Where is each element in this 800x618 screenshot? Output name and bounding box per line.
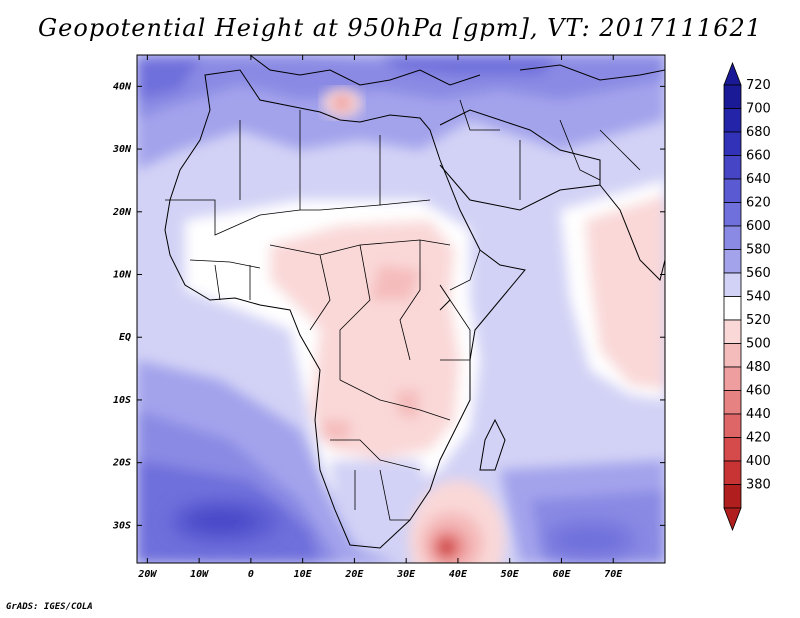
lat-tick-label: 10S [113, 395, 131, 406]
colorbar-label: 420 [746, 431, 771, 446]
lat-tick-label: 30N [112, 144, 132, 155]
colorbar-label: 400 [746, 454, 771, 469]
colorbar-swatch [723, 155, 742, 180]
lon-tick-label: 40E [449, 569, 468, 580]
lon-tick-label: 60E [552, 569, 571, 580]
colorbar-label: 520 [746, 313, 771, 328]
colorbar-top-arrow [723, 61, 742, 86]
grads-credit: GrADS: IGES/COLA [6, 602, 93, 612]
colorbar-label: 540 [746, 290, 771, 305]
longitude-axis: 20W 10W 0 10E 20E 30E 40E 50E 60E 70E [137, 55, 623, 580]
colorbar-swatch [723, 202, 742, 227]
coastlines [164, 55, 665, 549]
colorbar-swatch [723, 225, 742, 250]
colorbar-label: 580 [746, 243, 771, 258]
colorbar-swatch [723, 84, 742, 109]
colorbar-label: 720 [746, 78, 771, 93]
colorbar: 720 700 680 660 640 620 600 580 560 540 520 500 480 4… [723, 61, 771, 532]
colorbar-label: 460 [746, 384, 771, 399]
colorbar-swatch [723, 343, 742, 368]
lon-tick-label: 10W [190, 569, 209, 580]
lat-tick-label: 20N [112, 207, 132, 218]
colorbar-swatch [723, 484, 742, 509]
lon-tick-label: 20E [344, 569, 364, 580]
colorbar-label: 620 [746, 196, 771, 211]
colorbar-swatch [723, 272, 742, 297]
colorbar-swatch [723, 178, 742, 203]
colorbar-label: 380 [746, 478, 771, 493]
colorbar-swatch [723, 413, 742, 438]
lon-tick-label: 70E [604, 569, 623, 580]
colorbar-label: 680 [746, 125, 771, 140]
colorbar-swatch [723, 296, 742, 321]
lon-tick-label: 0 [248, 569, 254, 580]
lon-tick-label: 30E [396, 569, 416, 580]
lat-tick-label: 10N [113, 270, 132, 281]
lon-tick-label: 20W [137, 569, 157, 580]
lat-tick-label: EQ [119, 332, 131, 343]
latitude-axis: 40N 30N 20N 10N EQ 10S 20S 30S [112, 81, 665, 531]
colorbar-bottom-arrow [723, 507, 742, 532]
colorbar-label: 480 [746, 360, 771, 375]
colorbar-swatch [723, 366, 742, 391]
colorbar-label: 600 [746, 219, 771, 234]
colorbar-label: 660 [746, 149, 771, 164]
height-field [137, 55, 665, 563]
lon-tick-label: 50E [501, 569, 520, 580]
colorbar-label: 440 [746, 407, 771, 422]
colorbar-label: 500 [746, 337, 771, 352]
lat-tick-label: 20S [112, 458, 131, 469]
colorbar-swatch [723, 319, 742, 344]
colorbar-label: 640 [746, 172, 771, 187]
colorbar-swatch [723, 460, 742, 485]
colorbar-swatch [723, 131, 742, 156]
colorbar-swatch [723, 390, 742, 415]
colorbar-swatch [723, 108, 742, 133]
colorbar-swatch [723, 437, 742, 462]
country-borders [165, 99, 641, 521]
lat-tick-label: 30S [112, 520, 131, 531]
colorbar-swatch [723, 249, 742, 274]
lon-tick-label: 10E [294, 569, 313, 580]
lat-tick-label: 40N [113, 81, 132, 92]
colorbar-label: 560 [746, 266, 771, 281]
chart-title: Geopotential Height at 950hPa [gpm], VT:… [38, 14, 762, 42]
plot-frame [136, 54, 666, 564]
colorbar-label: 700 [746, 102, 771, 117]
